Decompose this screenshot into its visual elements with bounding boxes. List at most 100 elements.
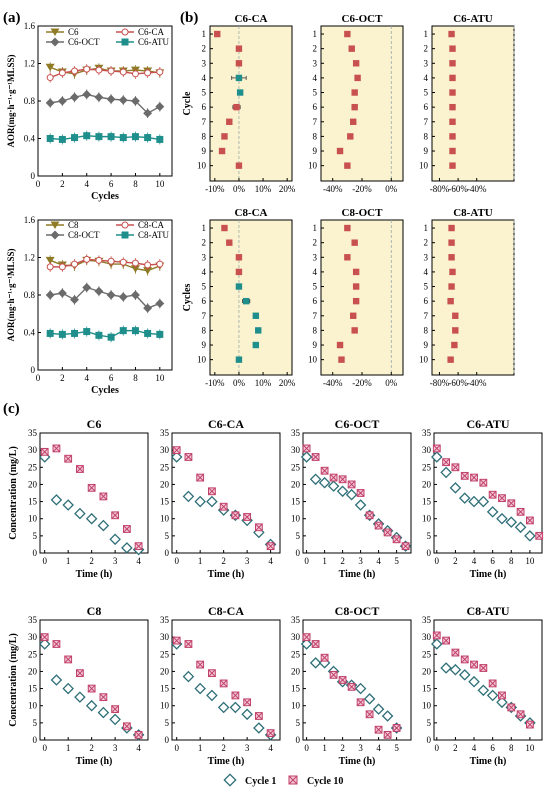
y-tick-label: 1 [313,223,318,233]
x-tick-label: 2 [453,743,458,753]
data-point [118,95,128,105]
y-tick-label: 30 [28,632,38,642]
data-point [182,490,195,503]
y-tick-label: 1 [202,223,207,233]
y-tick-label: 1 [424,29,429,39]
data-point [109,713,121,726]
x-tick-label: 2 [340,556,345,566]
data-point [486,506,499,518]
y-tick-label: 9 [424,340,429,350]
x-tick-label: 2 [60,373,65,383]
data-point [351,239,358,246]
data-point [235,356,243,363]
data-point [156,260,164,268]
y-tick-label: 3 [202,58,207,68]
y-tick-label: 20 [422,666,432,676]
data-point [83,328,91,336]
x-tick-label: 0 [304,556,309,566]
x-tick-label: 0 [435,743,440,753]
x-tick-label: 2 [89,556,94,566]
data-point [235,283,243,290]
y-tick-label: 5 [202,282,207,292]
y-tick-label: 5 [296,531,301,541]
series-line [50,258,160,268]
panel-label-c: (c) [3,401,20,417]
data-point [449,103,456,111]
y-tick-label: 9 [313,146,318,156]
data-point [83,132,91,140]
chart-title: C8-ATU [453,207,493,219]
y-tick-label: 35 [422,428,432,438]
data-point [107,133,115,141]
chart-title: C6-OCT [342,13,384,25]
x-tick-label: 2 [453,556,458,566]
data-point [45,98,55,108]
y-tick-label: 25 [422,649,432,659]
data-point [432,631,441,640]
y-tick-label: 25 [28,649,38,659]
x-tick-label: 2 [221,743,226,753]
data-point [144,69,152,77]
y-tick-label: 3 [202,252,207,262]
data-point [196,473,205,482]
y-tick-label: 20 [160,666,170,676]
data-point [458,492,471,504]
x-tick-label: 3 [358,556,363,566]
y-tick-label: 2 [202,238,207,248]
y-tick-label: 20 [28,666,38,676]
data-point [449,60,456,67]
data-point [95,256,103,264]
data-point [184,640,193,648]
data-point [344,254,351,261]
data-point [106,290,116,300]
y-tick-label: 35 [422,615,432,625]
data-point [460,655,469,664]
data-point [352,268,360,276]
y-tick-label: 15 [291,497,301,507]
data-point [449,118,456,125]
x-tick-label: -40% [323,184,343,194]
y-tick-label: 9 [424,146,429,156]
legend-marker [121,38,129,46]
plot-area [39,432,149,554]
data-point [208,669,216,678]
data-point [99,693,108,702]
data-point [309,473,322,486]
x-tick-label: 0 [36,179,41,189]
y-tick-label: 7 [424,117,429,127]
series-line [49,68,160,79]
legend-label: C6-OCT [68,37,100,47]
y-axis-label: Concentration (mg/L) [8,633,19,727]
legend-label: C8 [68,220,79,230]
chart-title: C6 [87,417,102,431]
x-tick-label: 10% [255,184,272,194]
data-point [119,258,127,266]
data-point [498,691,506,700]
data-point [432,444,441,453]
x-tick-label: 5 [394,556,399,566]
data-point [94,286,104,296]
y-tick-label: 4 [202,267,207,277]
data-point [442,636,451,645]
y-tick-label: 15 [28,497,38,507]
y-tick-label: 6 [202,296,207,306]
x-tick-label: 0 [36,373,41,383]
data-point [479,664,488,672]
data-point [58,263,66,271]
data-point [372,703,385,715]
data-point [208,487,216,496]
x-tick-label: 0 [304,743,309,753]
series-Cycle 10 [432,631,534,729]
data-point [64,454,73,463]
y-tick-label: 30 [160,632,170,642]
y-tick-label: 0 [31,171,36,181]
y-tick-label: 35 [160,615,170,625]
chart-a-bottom: 0 2 4 6 8 10 0 0.4 0.8 1.2 1.6 Cycles AOR(mg·h⁻¹·g⁻¹… [6,215,173,396]
x-tick-label: 3 [245,743,250,753]
y-tick-label: 1 [424,223,429,233]
legend-marker-cycle1 [223,773,237,787]
y-tick-label: 5 [424,88,429,98]
data-point [52,444,61,453]
data-point [62,682,74,695]
data-point [121,542,133,554]
